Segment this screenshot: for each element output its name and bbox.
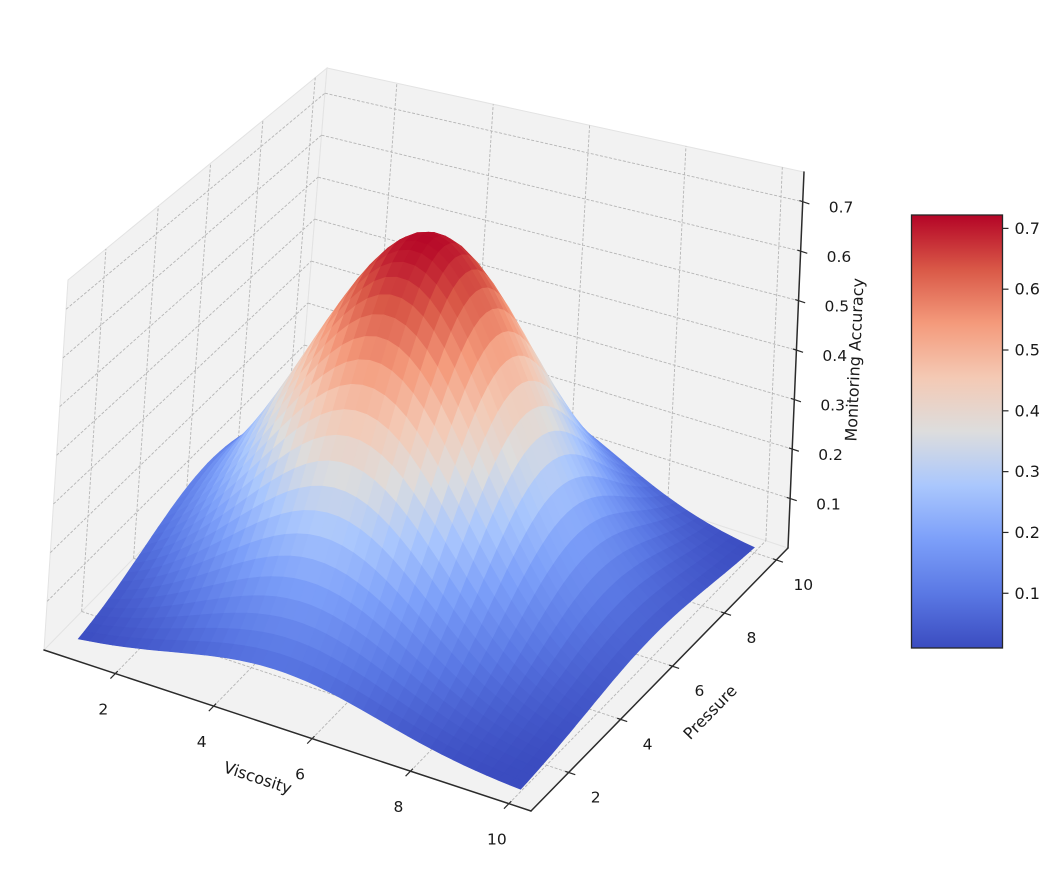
gridline-z-leftwall <box>53 260 312 505</box>
gridline-z-rightwall <box>314 218 797 351</box>
gridline-x-wall <box>765 167 783 541</box>
x-axis-spine <box>43 649 532 812</box>
y-tick-label: 6 <box>695 682 705 700</box>
z-tick-label: 0.5 <box>825 298 850 316</box>
y-axis-title: Pressure <box>679 681 740 743</box>
colorbar-tick-label: 0.2 <box>1015 523 1040 542</box>
colorbar-tick-label: 0.3 <box>1015 462 1040 481</box>
y-axis-spine <box>530 547 789 812</box>
x-tick <box>503 800 512 810</box>
y-tick <box>720 611 732 616</box>
colorbar-tick-label: 0.1 <box>1015 584 1040 603</box>
axis-spines <box>43 171 805 812</box>
y-tick-label: 8 <box>746 629 756 647</box>
gridline-x-floor <box>508 540 767 804</box>
gridline-x-wall <box>667 146 687 509</box>
y-tick-label: 2 <box>591 788 601 806</box>
z-tick <box>795 298 806 304</box>
gridline-y-wall <box>81 248 107 612</box>
z-tick-label: 0.3 <box>820 397 845 415</box>
z-tick <box>799 200 810 205</box>
gridline-x-wall <box>371 83 398 411</box>
z-tick <box>797 249 808 254</box>
colorbar-gradient <box>910 214 1004 649</box>
gridline-z-rightwall <box>324 92 803 203</box>
x-tick-label: 2 <box>98 701 108 719</box>
y-tick <box>668 664 680 669</box>
colorbar: 0.1 0.2 0.3 0.4 0.5 0.6 0.7 <box>910 214 1040 649</box>
gridline-z-rightwall <box>321 134 801 252</box>
x-tick <box>405 768 414 777</box>
colorbar-tick-label: 0.6 <box>1015 280 1040 299</box>
gridline-y-wall <box>236 120 264 453</box>
x-tick-label: 6 <box>295 766 305 784</box>
y-tick-label: 10 <box>793 576 813 594</box>
y-tick-label: 4 <box>643 735 653 753</box>
z-tick <box>790 397 802 403</box>
z-tick-label: 0.4 <box>822 347 847 365</box>
z-axis-spine <box>787 171 805 549</box>
surface-facet <box>508 777 528 790</box>
gridline-y-wall <box>288 77 316 399</box>
x-tick-label: 10 <box>487 831 507 849</box>
gridline-y-wall <box>133 206 159 559</box>
colorbar-tick-label: 0.7 <box>1015 219 1040 238</box>
colorbar-tick-label: 0.5 <box>1015 341 1040 360</box>
gridline-z-leftwall <box>62 134 322 359</box>
axis-ticks <box>109 200 810 810</box>
gridline-z-leftwall <box>50 302 309 553</box>
z-tick <box>792 348 804 353</box>
gridline-z-leftwall <box>56 218 315 456</box>
z-tick-label: 0.6 <box>827 248 852 266</box>
y-tick <box>565 770 576 776</box>
gridline-z-rightwall <box>311 260 795 401</box>
surface-mesh <box>77 231 755 790</box>
x-tick <box>208 703 217 712</box>
y-tick <box>617 717 628 723</box>
z-tick <box>788 447 800 452</box>
gridline-z-rightwall <box>317 176 799 302</box>
x-tick-label: 8 <box>394 798 404 816</box>
x-tick-label: 4 <box>197 733 207 751</box>
z-tick-label: 0.1 <box>816 496 841 514</box>
gridline-y-wall <box>185 163 212 506</box>
gridline-z-leftwall <box>59 176 319 407</box>
z-tick-label: 0.7 <box>829 199 854 217</box>
axis-tick-labels: 2 4 6 8 10 2 4 6 8 10 0.1 0.2 0.3 0.4 0.5 0.6 0.7 <box>98 199 853 849</box>
x-tick <box>109 670 119 680</box>
y-tick <box>772 558 784 563</box>
z-tick-label: 0.2 <box>818 446 843 464</box>
colorbar-tick-label: 0.4 <box>1015 401 1040 420</box>
x-tick <box>306 735 315 745</box>
gridline-z-leftwall <box>46 344 305 602</box>
z-tick <box>786 496 797 502</box>
x-axis-title: Viscosity <box>221 758 294 798</box>
